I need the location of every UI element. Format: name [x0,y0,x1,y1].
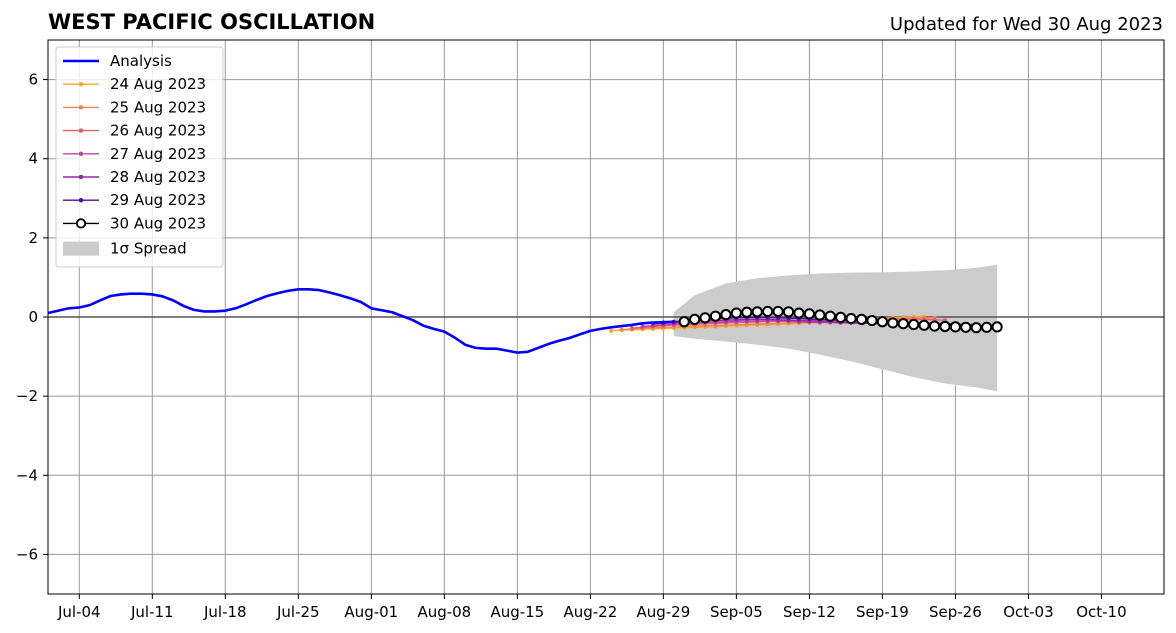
x-tick-label: Aug-15 [490,603,544,621]
y-tick-label: 2 [28,229,38,247]
y-tick-label: 6 [28,71,38,89]
series-point [866,314,878,327]
legend-analysis-label: Analysis [110,52,172,70]
updated-date: Updated for Wed 30 Aug 2023 [890,14,1163,35]
series-point [609,328,614,333]
series-point [876,316,888,328]
series-point [793,307,805,319]
x-tick-label: Jul-04 [57,603,101,621]
series-point [887,317,899,329]
series-point [981,321,993,333]
series-point [939,320,951,333]
legend-series-marker [78,81,84,87]
legend-series-label: 29 Aug 2023 [110,191,206,209]
legend-series-marker [75,218,87,229]
x-tick-label: Sep-26 [929,603,982,621]
legend-series-label: 28 Aug 2023 [110,168,206,186]
legend-series-marker [78,151,84,157]
series-point [730,307,742,319]
x-tick-label: Oct-03 [1003,603,1053,621]
x-tick-label: Aug-08 [417,603,471,621]
series-point [803,308,815,320]
legend-series-marker [78,197,84,203]
x-tick-label: Jul-25 [276,603,320,621]
y-tick-label: 4 [28,150,38,168]
series-point [845,312,857,325]
series-point [814,309,826,321]
series-point [762,305,774,318]
series-point [678,316,690,328]
series-point [835,311,847,323]
x-tick-label: Oct-10 [1076,603,1126,621]
series-point [960,321,972,333]
legend-series-label: 25 Aug 2023 [110,98,206,116]
series-point [970,322,982,334]
legend-series-label: 30 Aug 2023 [110,214,206,232]
forecast-30-aug-2023 [678,305,1003,334]
legend-series-marker [78,174,84,180]
analysis-series [47,287,674,354]
y-axis: −6 −4 −2 0 2 4 6 [16,71,48,563]
legend-series-marker [78,105,84,110]
x-tick-label: Sep-19 [856,603,909,621]
y-tick-label: −4 [16,466,38,484]
legend-spread-swatch [63,241,99,256]
series-point [855,313,868,325]
series-point [928,320,941,332]
series-point [640,324,645,329]
series-point [824,310,836,322]
legend-series-marker [78,128,84,133]
series-point [741,306,753,318]
legend-frame [55,46,224,268]
series-point [689,313,701,325]
legend-series-label: 26 Aug 2023 [110,122,206,140]
y-tick-label: −2 [16,387,38,405]
series-point [908,318,920,331]
series-point [751,306,763,318]
analysis-line [47,287,674,354]
legend-spread-label: 1σ Spread [110,240,187,258]
x-tick-label: Aug-22 [563,603,617,621]
series-point [629,325,635,331]
x-tick-label: Sep-12 [783,603,836,621]
y-tick-label: −6 [16,545,38,563]
series-point [720,309,732,321]
spread-area [673,264,998,392]
series-point [709,310,722,322]
legend-series-label: 27 Aug 2023 [110,145,206,163]
series-point [991,321,1003,333]
legend-series-label: 24 Aug 2023 [110,75,206,93]
x-tick-label: Aug-01 [344,603,398,621]
legend: Analysis 24 Aug 2023 25 Aug 2023 26 Aug 202… [55,46,224,268]
series-point [772,305,784,318]
x-axis: Jul-04 Jul-11 Jul-18 Jul-25 Aug-01 Aug-08 Aug-… [57,594,1127,621]
series-point [782,306,795,318]
series-point [918,319,930,331]
series-point [949,321,962,333]
x-tick-label: Sep-05 [710,603,763,621]
series-point [699,312,711,324]
series-point [897,318,909,330]
x-tick-label: Jul-11 [130,603,174,621]
x-tick-label: Aug-29 [636,603,690,621]
forecast-series [609,305,1003,334]
x-tick-label: Jul-18 [203,603,247,621]
y-tick-label: 0 [28,308,38,326]
series-point [619,327,624,332]
chart-title: WEST PACIFIC OSCILLATION [48,10,375,34]
spread-band [673,264,998,392]
